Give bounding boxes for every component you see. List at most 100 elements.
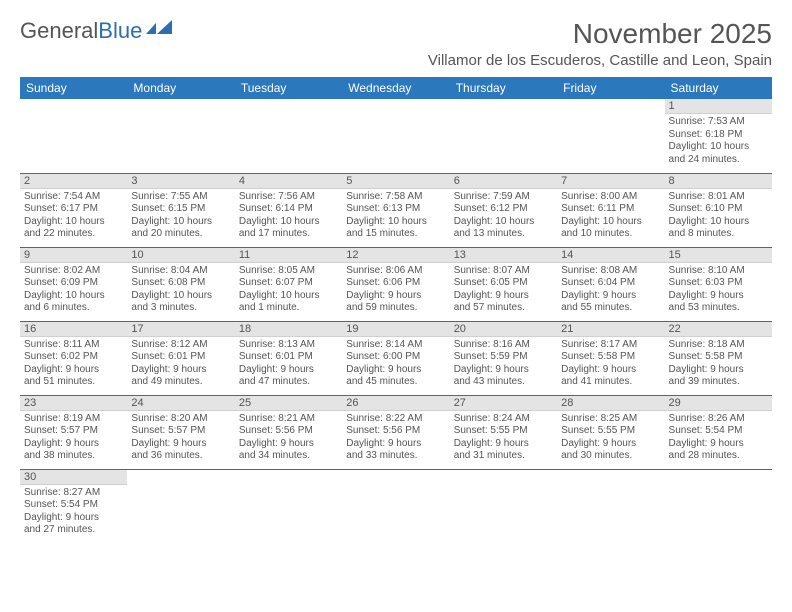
calendar-day-cell: 10Sunrise: 8:04 AMSunset: 6:08 PMDayligh… bbox=[127, 247, 234, 321]
day-detail-line: Sunset: 6:06 PM bbox=[346, 277, 445, 290]
day-details: Sunrise: 7:56 AMSunset: 6:14 PMDaylight:… bbox=[235, 189, 342, 243]
calendar-body: 1Sunrise: 7:53 AMSunset: 6:18 PMDaylight… bbox=[20, 99, 772, 543]
day-number: 25 bbox=[235, 396, 342, 411]
day-detail-line: Sunset: 6:18 PM bbox=[669, 129, 768, 142]
day-detail-line: and 55 minutes. bbox=[561, 302, 660, 315]
day-detail-line: Sunrise: 8:00 AM bbox=[561, 191, 660, 204]
calendar-day-cell: 26Sunrise: 8:22 AMSunset: 5:56 PMDayligh… bbox=[342, 395, 449, 469]
day-header: Saturday bbox=[665, 77, 772, 99]
calendar-week-row: 2Sunrise: 7:54 AMSunset: 6:17 PMDaylight… bbox=[20, 173, 772, 247]
day-detail-line: Sunrise: 7:59 AM bbox=[454, 191, 553, 204]
calendar-day-cell: 5Sunrise: 7:58 AMSunset: 6:13 PMDaylight… bbox=[342, 173, 449, 247]
calendar-day-cell: 15Sunrise: 8:10 AMSunset: 6:03 PMDayligh… bbox=[665, 247, 772, 321]
day-number: 11 bbox=[235, 248, 342, 263]
day-detail-line: and 34 minutes. bbox=[239, 450, 338, 463]
calendar-day-cell: 17Sunrise: 8:12 AMSunset: 6:01 PMDayligh… bbox=[127, 321, 234, 395]
day-detail-line: and 41 minutes. bbox=[561, 376, 660, 389]
day-detail-line: and 36 minutes. bbox=[131, 450, 230, 463]
day-details: Sunrise: 8:13 AMSunset: 6:01 PMDaylight:… bbox=[235, 337, 342, 391]
calendar-day-cell bbox=[450, 99, 557, 173]
day-number: 19 bbox=[342, 322, 449, 337]
day-detail-line: Daylight: 9 hours bbox=[454, 438, 553, 451]
day-detail-line: Daylight: 10 hours bbox=[239, 290, 338, 303]
day-detail-line: Sunrise: 8:14 AM bbox=[346, 339, 445, 352]
day-details: Sunrise: 8:12 AMSunset: 6:01 PMDaylight:… bbox=[127, 337, 234, 391]
calendar-day-cell bbox=[235, 99, 342, 173]
location: Villamor de los Escuderos, Castille and … bbox=[428, 52, 772, 69]
day-number: 22 bbox=[665, 322, 772, 337]
day-detail-line: Sunset: 6:04 PM bbox=[561, 277, 660, 290]
calendar-day-cell bbox=[235, 469, 342, 543]
calendar-day-cell bbox=[20, 99, 127, 173]
calendar-header-row: SundayMondayTuesdayWednesdayThursdayFrid… bbox=[20, 77, 772, 99]
day-detail-line: and 45 minutes. bbox=[346, 376, 445, 389]
day-detail-line: Sunset: 5:54 PM bbox=[669, 425, 768, 438]
day-detail-line: Daylight: 10 hours bbox=[24, 216, 123, 229]
day-number: 13 bbox=[450, 248, 557, 263]
day-number: 28 bbox=[557, 396, 664, 411]
calendar-day-cell: 19Sunrise: 8:14 AMSunset: 6:00 PMDayligh… bbox=[342, 321, 449, 395]
day-number: 24 bbox=[127, 396, 234, 411]
day-details: Sunrise: 8:07 AMSunset: 6:05 PMDaylight:… bbox=[450, 263, 557, 317]
day-number: 3 bbox=[127, 174, 234, 189]
logo-flag-icon bbox=[146, 18, 176, 44]
day-detail-line: Daylight: 9 hours bbox=[669, 364, 768, 377]
day-detail-line: Daylight: 10 hours bbox=[669, 216, 768, 229]
day-number: 20 bbox=[450, 322, 557, 337]
day-detail-line: Sunrise: 8:21 AM bbox=[239, 413, 338, 426]
day-details: Sunrise: 8:24 AMSunset: 5:55 PMDaylight:… bbox=[450, 411, 557, 465]
day-detail-line: Sunrise: 8:10 AM bbox=[669, 265, 768, 278]
day-number: 26 bbox=[342, 396, 449, 411]
calendar-week-row: 16Sunrise: 8:11 AMSunset: 6:02 PMDayligh… bbox=[20, 321, 772, 395]
day-detail-line: Daylight: 10 hours bbox=[561, 216, 660, 229]
day-detail-line: and 3 minutes. bbox=[131, 302, 230, 315]
day-number: 5 bbox=[342, 174, 449, 189]
day-detail-line: Sunset: 6:15 PM bbox=[131, 203, 230, 216]
day-detail-line: and 6 minutes. bbox=[24, 302, 123, 315]
day-details: Sunrise: 8:26 AMSunset: 5:54 PMDaylight:… bbox=[665, 411, 772, 465]
day-detail-line: and 24 minutes. bbox=[669, 154, 768, 167]
day-detail-line: Daylight: 9 hours bbox=[346, 438, 445, 451]
calendar-table: SundayMondayTuesdayWednesdayThursdayFrid… bbox=[20, 77, 772, 543]
day-detail-line: and 43 minutes. bbox=[454, 376, 553, 389]
day-detail-line: Sunset: 6:09 PM bbox=[24, 277, 123, 290]
day-number: 29 bbox=[665, 396, 772, 411]
day-detail-line: Sunrise: 7:56 AM bbox=[239, 191, 338, 204]
day-details: Sunrise: 8:18 AMSunset: 5:58 PMDaylight:… bbox=[665, 337, 772, 391]
day-detail-line: Sunrise: 8:05 AM bbox=[239, 265, 338, 278]
day-detail-line: and 57 minutes. bbox=[454, 302, 553, 315]
day-number: 30 bbox=[20, 470, 127, 485]
day-detail-line: Sunrise: 8:12 AM bbox=[131, 339, 230, 352]
day-details: Sunrise: 8:02 AMSunset: 6:09 PMDaylight:… bbox=[20, 263, 127, 317]
day-detail-line: Sunset: 5:58 PM bbox=[561, 351, 660, 364]
day-detail-line: and 17 minutes. bbox=[239, 228, 338, 241]
day-detail-line: Daylight: 10 hours bbox=[346, 216, 445, 229]
calendar-day-cell bbox=[342, 469, 449, 543]
calendar-day-cell bbox=[127, 469, 234, 543]
day-number: 17 bbox=[127, 322, 234, 337]
day-detail-line: Sunset: 6:11 PM bbox=[561, 203, 660, 216]
calendar-week-row: 1Sunrise: 7:53 AMSunset: 6:18 PMDaylight… bbox=[20, 99, 772, 173]
header: GeneralBlue November 2025 Villamor de lo… bbox=[20, 18, 772, 69]
day-number: 14 bbox=[557, 248, 664, 263]
day-detail-line: Sunset: 6:03 PM bbox=[669, 277, 768, 290]
day-detail-line: Daylight: 9 hours bbox=[239, 364, 338, 377]
day-header: Tuesday bbox=[235, 77, 342, 99]
month-title: November 2025 bbox=[428, 18, 772, 50]
day-detail-line: Sunset: 5:55 PM bbox=[454, 425, 553, 438]
day-number: 12 bbox=[342, 248, 449, 263]
calendar-week-row: 9Sunrise: 8:02 AMSunset: 6:09 PMDaylight… bbox=[20, 247, 772, 321]
day-detail-line: and 53 minutes. bbox=[669, 302, 768, 315]
day-detail-line: Sunset: 6:13 PM bbox=[346, 203, 445, 216]
day-detail-line: Sunrise: 7:53 AM bbox=[669, 116, 768, 129]
logo: GeneralBlue bbox=[20, 18, 176, 44]
day-detail-line: Sunrise: 8:26 AM bbox=[669, 413, 768, 426]
day-detail-line: Sunrise: 8:08 AM bbox=[561, 265, 660, 278]
calendar-day-cell: 2Sunrise: 7:54 AMSunset: 6:17 PMDaylight… bbox=[20, 173, 127, 247]
day-detail-line: Sunset: 5:55 PM bbox=[561, 425, 660, 438]
calendar-day-cell: 28Sunrise: 8:25 AMSunset: 5:55 PMDayligh… bbox=[557, 395, 664, 469]
day-number: 27 bbox=[450, 396, 557, 411]
day-detail-line: Sunset: 6:00 PM bbox=[346, 351, 445, 364]
calendar-day-cell: 8Sunrise: 8:01 AMSunset: 6:10 PMDaylight… bbox=[665, 173, 772, 247]
calendar-day-cell: 22Sunrise: 8:18 AMSunset: 5:58 PMDayligh… bbox=[665, 321, 772, 395]
